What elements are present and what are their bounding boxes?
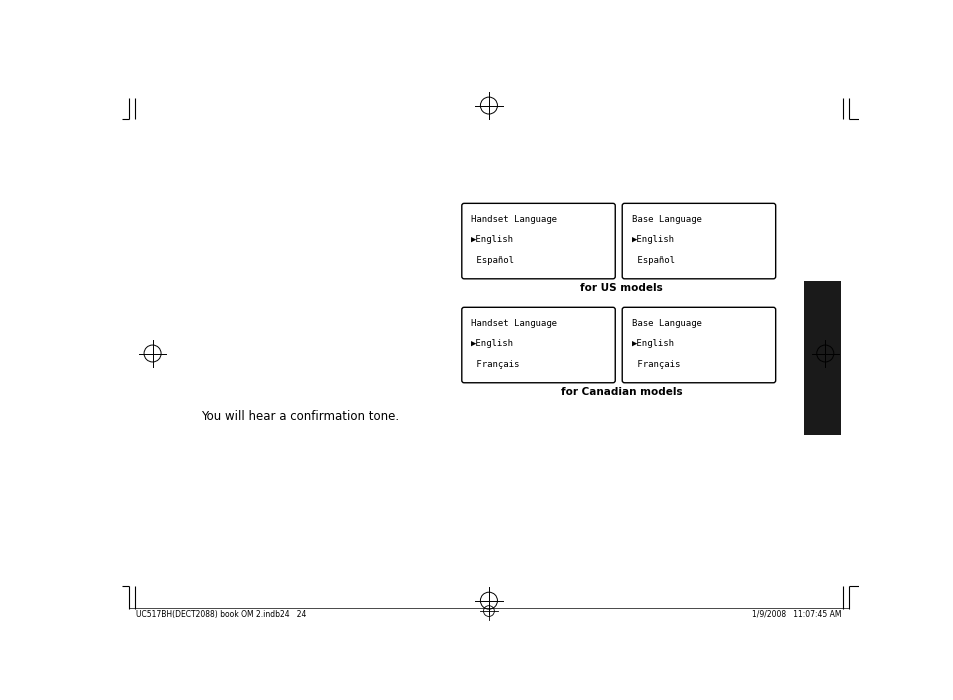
Bar xyxy=(802,281,840,435)
Text: ▶Enɡlish: ▶Enɡlish xyxy=(631,339,674,348)
Text: Español: Español xyxy=(631,256,674,265)
Text: for US models: for US models xyxy=(579,283,662,293)
FancyBboxPatch shape xyxy=(621,204,775,279)
Text: Handset Lanɡuaɡe: Handset Lanɡuaɡe xyxy=(471,319,557,328)
Text: Español: Español xyxy=(471,256,514,265)
Text: 1/9/2008   11:07:45 AM: 1/9/2008 11:07:45 AM xyxy=(751,610,841,619)
Text: Français: Français xyxy=(471,360,519,370)
Text: UC517BH(DECT2088) book OM 2.indb24   24: UC517BH(DECT2088) book OM 2.indb24 24 xyxy=(136,610,306,619)
Text: ▶Enɡlish: ▶Enɡlish xyxy=(631,235,674,244)
Text: for Canadian models: for Canadian models xyxy=(560,387,681,397)
FancyBboxPatch shape xyxy=(461,204,615,279)
Text: You will hear a confirmation tone.: You will hear a confirmation tone. xyxy=(200,410,398,423)
Text: Handset Lanɡuaɡe: Handset Lanɡuaɡe xyxy=(471,216,557,224)
Text: Base Lanɡuaɡe: Base Lanɡuaɡe xyxy=(631,216,700,224)
FancyBboxPatch shape xyxy=(461,307,615,383)
Text: ▶Enɡlish: ▶Enɡlish xyxy=(471,339,514,348)
Text: Base Lanɡuaɡe: Base Lanɡuaɡe xyxy=(631,319,700,328)
Text: Français: Français xyxy=(631,360,679,370)
FancyBboxPatch shape xyxy=(621,307,775,383)
Text: ▶Enɡlish: ▶Enɡlish xyxy=(471,235,514,244)
